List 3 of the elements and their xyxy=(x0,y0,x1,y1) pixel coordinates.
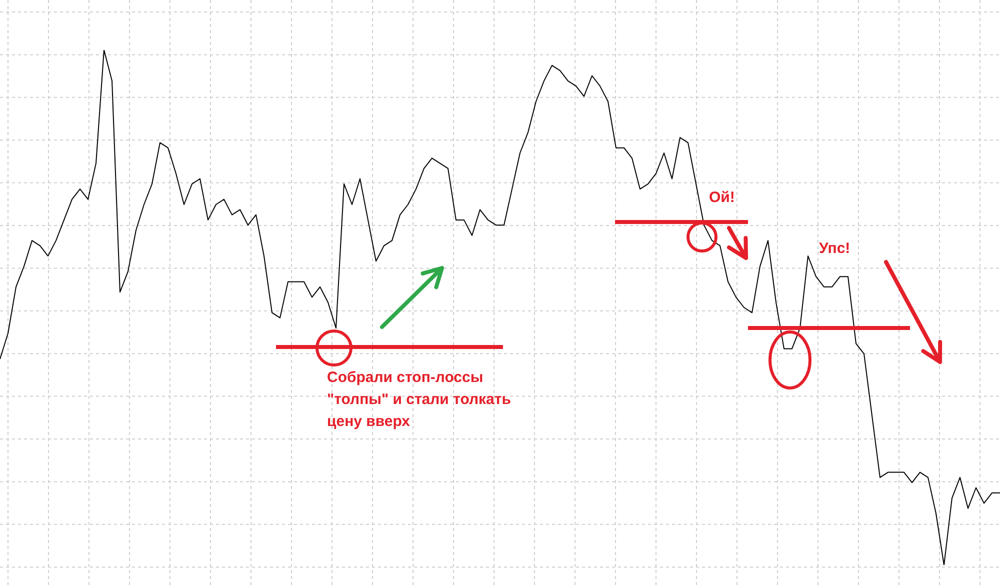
annotation: Ой! xyxy=(709,188,736,208)
annotation: Упс! xyxy=(819,239,852,259)
annotation: Собрали стоп-лоссы "толпы" и стали толкать цену вверх xyxy=(327,368,512,432)
